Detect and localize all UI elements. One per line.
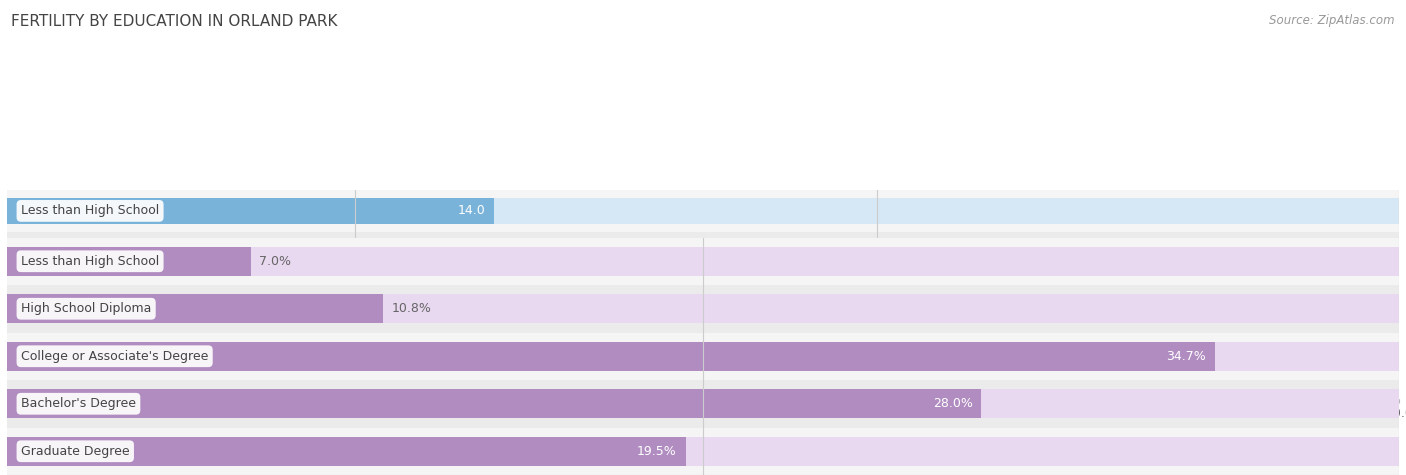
Text: College or Associate's Degree: College or Associate's Degree [21,350,208,363]
Text: 32.0: 32.0 [1084,246,1112,259]
Bar [7,282,1364,307]
Bar [7,365,1399,391]
Text: 7.0%: 7.0% [259,255,291,268]
Text: 34.7%: 34.7% [1166,350,1206,363]
Text: High School Diploma: High School Diploma [21,302,152,315]
Text: 19.5%: 19.5% [637,445,676,458]
Text: College or Associate's Degree: College or Associate's Degree [21,288,208,301]
Bar [7,282,1399,307]
Text: 32.0: 32.0 [1084,330,1112,343]
Text: 14.0: 14.0 [458,204,485,218]
Bar [7,315,1399,357]
Text: Less than High School: Less than High School [21,255,159,268]
Text: Bachelor's Degree: Bachelor's Degree [21,330,136,343]
Bar [7,274,1399,315]
Bar [7,240,1121,266]
Text: High School Diploma: High School Diploma [21,246,152,259]
Bar [7,323,1399,349]
Text: Bachelor's Degree: Bachelor's Degree [21,397,136,410]
Bar [7,342,1399,371]
Bar [7,247,250,276]
Bar [7,294,1399,323]
Text: 34.0: 34.0 [1154,371,1181,385]
Text: Source: ZipAtlas.com: Source: ZipAtlas.com [1270,14,1395,27]
Text: Graduate Degree: Graduate Degree [21,371,129,385]
Bar [7,323,1121,349]
Bar [7,389,1399,418]
Bar [7,294,382,323]
Bar [7,437,686,466]
Bar [7,232,1399,274]
Text: 28.0%: 28.0% [932,397,973,410]
Text: 39.0: 39.0 [1327,288,1355,301]
Bar [7,357,1399,399]
Bar [7,332,1399,380]
Bar [7,342,1215,371]
Bar [7,437,1399,466]
Bar [7,380,1399,428]
Bar [7,190,1399,232]
Bar [7,247,1399,276]
Bar [7,238,1399,285]
Bar [7,365,1191,391]
Bar [7,198,1399,224]
Text: Graduate Degree: Graduate Degree [21,445,129,458]
Bar [7,285,1399,332]
Text: FERTILITY BY EDUCATION IN ORLAND PARK: FERTILITY BY EDUCATION IN ORLAND PARK [11,14,337,29]
Text: 10.8%: 10.8% [391,302,432,315]
Bar [7,240,1399,266]
Bar [7,389,981,418]
Bar [7,428,1399,475]
Text: Less than High School: Less than High School [21,204,159,218]
Bar [7,198,495,224]
